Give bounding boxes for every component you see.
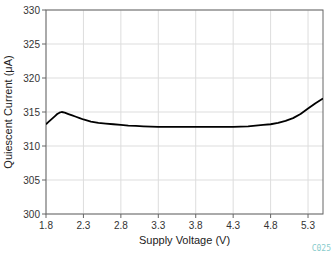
x-tick-label: 3.8	[189, 220, 203, 231]
x-tick	[308, 214, 309, 218]
y-tick	[42, 112, 46, 113]
y-tick-label: 325	[23, 39, 40, 50]
y-axis-label: Quiescent Current (μA)	[2, 55, 14, 168]
x-tick-label: 2.3	[76, 220, 90, 231]
y-tick	[42, 146, 46, 147]
y-tick	[42, 10, 46, 11]
x-tick-label: 4.8	[264, 220, 278, 231]
x-tick	[270, 214, 271, 218]
x-axis-label: Supply Voltage (V)	[139, 234, 230, 246]
y-grid-line	[46, 44, 323, 45]
y-grid-line	[46, 78, 323, 79]
x-tick-label: 4.3	[226, 220, 240, 231]
x-tick	[83, 214, 84, 218]
x-tick	[120, 214, 121, 218]
x-tick-label: 3.3	[151, 220, 165, 231]
y-grid-line	[46, 112, 323, 113]
y-tick-label: 330	[23, 5, 40, 16]
y-tick	[42, 78, 46, 79]
x-tick	[233, 214, 234, 218]
ticks: 1.8 2.3 2.8 3.3 3.8 4.3 4.8 5.3 300 305 310 315 320 3…	[23, 5, 315, 232]
x-tick	[46, 214, 47, 218]
x-tick-label: 1.8	[39, 220, 53, 231]
y-grid-line	[46, 180, 323, 181]
x-tick-label: 5.3	[301, 220, 315, 231]
y-tick	[42, 44, 46, 45]
y-tick	[42, 214, 46, 215]
watermark: C025	[312, 244, 331, 253]
line	[46, 98, 323, 127]
grid	[46, 10, 323, 214]
plot-frame	[46, 10, 323, 214]
y-tick-label: 320	[23, 73, 40, 84]
y-tick-label: 305	[23, 175, 40, 186]
y-tick	[42, 180, 46, 181]
y-tick-label: 315	[23, 107, 40, 118]
y-tick-label: 310	[23, 141, 40, 152]
y-grid-line	[46, 146, 323, 147]
y-tick-label: 300	[23, 209, 40, 220]
x-tick	[195, 214, 196, 218]
data	[46, 98, 323, 127]
x-tick-label: 2.8	[114, 220, 128, 231]
chart: 1.8 2.3 2.8 3.3 3.8 4.3 4.8 5.3 300 305 310 315 320 3…	[0, 0, 335, 254]
x-tick	[158, 214, 159, 218]
